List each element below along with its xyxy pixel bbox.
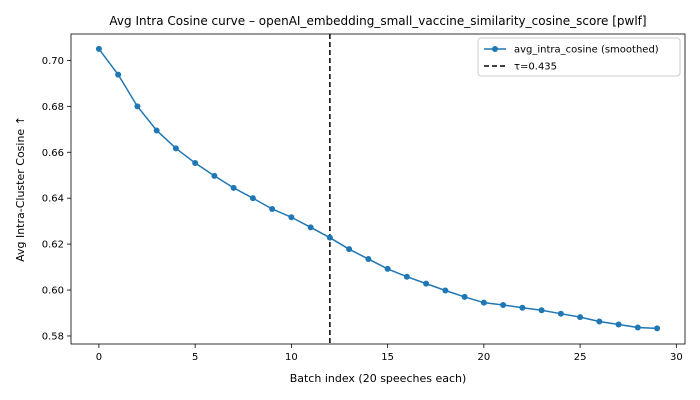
data-point	[192, 160, 199, 167]
x-tick-label: 20	[477, 352, 490, 363]
data-point	[654, 325, 661, 332]
x-tick-label: 10	[285, 352, 298, 363]
data-point	[403, 273, 410, 280]
data-point	[577, 314, 584, 321]
data-point	[153, 127, 160, 134]
data-point	[230, 184, 237, 191]
data-point	[423, 280, 430, 287]
data-point	[519, 304, 526, 311]
series-line	[98, 48, 658, 330]
legend-frame	[477, 37, 681, 77]
data-point	[326, 234, 333, 241]
y-axis-label: Avg Intra-Cluster Cosine ↑	[14, 116, 27, 262]
data-point	[634, 324, 641, 331]
data-point	[307, 224, 314, 231]
data-point	[461, 293, 468, 300]
y-tick-label: 0.70	[42, 56, 64, 67]
data-point	[596, 318, 603, 325]
data-point	[384, 265, 391, 272]
y-tick-label: 0.60	[42, 286, 64, 297]
y-tick-label: 0.66	[42, 148, 64, 159]
data-point	[288, 214, 295, 221]
data-point	[249, 195, 256, 202]
plot-area	[95, 34, 661, 344]
legend-threshold-label: τ=0.435	[514, 62, 557, 73]
x-tick-label: 15	[381, 352, 394, 363]
data-point	[172, 145, 179, 152]
data-point	[538, 307, 545, 314]
data-point	[134, 103, 141, 110]
data-point	[500, 301, 507, 308]
y-tick-label: 0.58	[42, 331, 64, 342]
y-tick-label: 0.64	[42, 194, 64, 205]
y-tick-label: 0.68	[42, 102, 64, 113]
x-tick-label: 0	[96, 352, 102, 363]
data-point	[346, 246, 353, 253]
data-point	[211, 172, 218, 179]
data-point	[442, 287, 449, 294]
data-point	[365, 256, 372, 263]
data-point	[480, 299, 487, 306]
x-tick-label: 5	[192, 352, 198, 363]
plot-frame	[70, 33, 686, 345]
data-point	[95, 45, 102, 52]
x-tick-label: 25	[574, 352, 587, 363]
data-point	[269, 205, 276, 212]
chart-title: Avg Intra Cosine curve – openAI_embeddin…	[109, 14, 646, 28]
legend-series-marker	[492, 46, 498, 52]
data-point	[615, 321, 622, 328]
legend: avg_intra_cosine (smoothed) τ=0.435	[477, 37, 681, 77]
x-tick-label: 30	[670, 352, 683, 363]
y-tick-label: 0.62	[42, 240, 64, 251]
x-axis: 0 5 10 15 20 25 30	[96, 344, 683, 363]
legend-series-label: avg_intra_cosine (smoothed)	[514, 45, 659, 56]
data-point	[115, 71, 122, 78]
data-point	[557, 310, 564, 317]
y-axis: 0.58 0.60 0.62 0.64 0.66 0.68 0.70	[42, 56, 71, 342]
x-axis-label: Batch index (20 speeches each)	[290, 372, 467, 385]
